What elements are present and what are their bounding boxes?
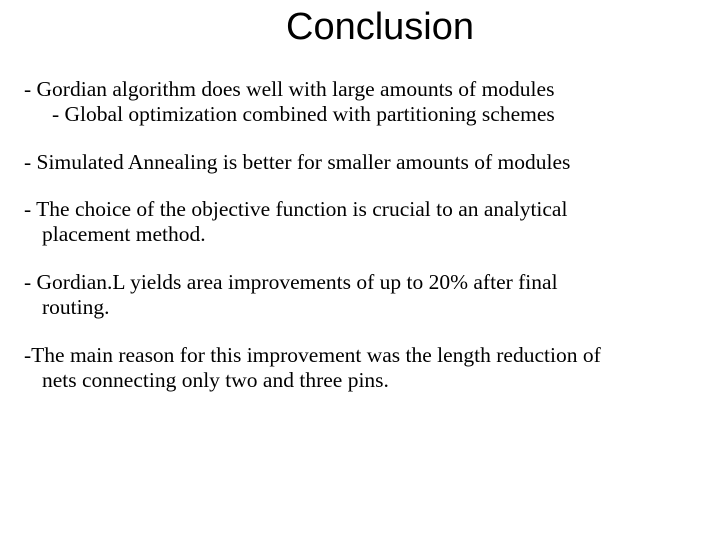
- bullet-1: - Gordian algorithm does well with large…: [24, 77, 696, 128]
- bullet-text: -The main reason for this improvement wa…: [24, 343, 696, 368]
- slide-title: Conclusion: [24, 0, 696, 77]
- bullet-text: - Gordian algorithm does well with large…: [24, 77, 696, 102]
- bullet-2: - Simulated Annealing is better for smal…: [24, 150, 696, 175]
- slide: Conclusion - Gordian algorithm does well…: [0, 0, 720, 540]
- bullet-5: -The main reason for this improvement wa…: [24, 343, 696, 394]
- bullet-text: - Gordian.L yields area improvements of …: [24, 270, 696, 295]
- bullet-3: - The choice of the objective function i…: [24, 197, 696, 248]
- bullet-text: - Simulated Annealing is better for smal…: [24, 150, 696, 175]
- bullet-text-cont: placement method.: [24, 222, 696, 247]
- bullet-4: - Gordian.L yields area improvements of …: [24, 270, 696, 321]
- bullet-text-cont: nets connecting only two and three pins.: [24, 368, 696, 393]
- slide-body: - Gordian algorithm does well with large…: [24, 77, 696, 393]
- bullet-subtext: - Global optimization combined with part…: [24, 102, 696, 127]
- bullet-text: - The choice of the objective function i…: [24, 197, 696, 222]
- bullet-text-cont: routing.: [24, 295, 696, 320]
